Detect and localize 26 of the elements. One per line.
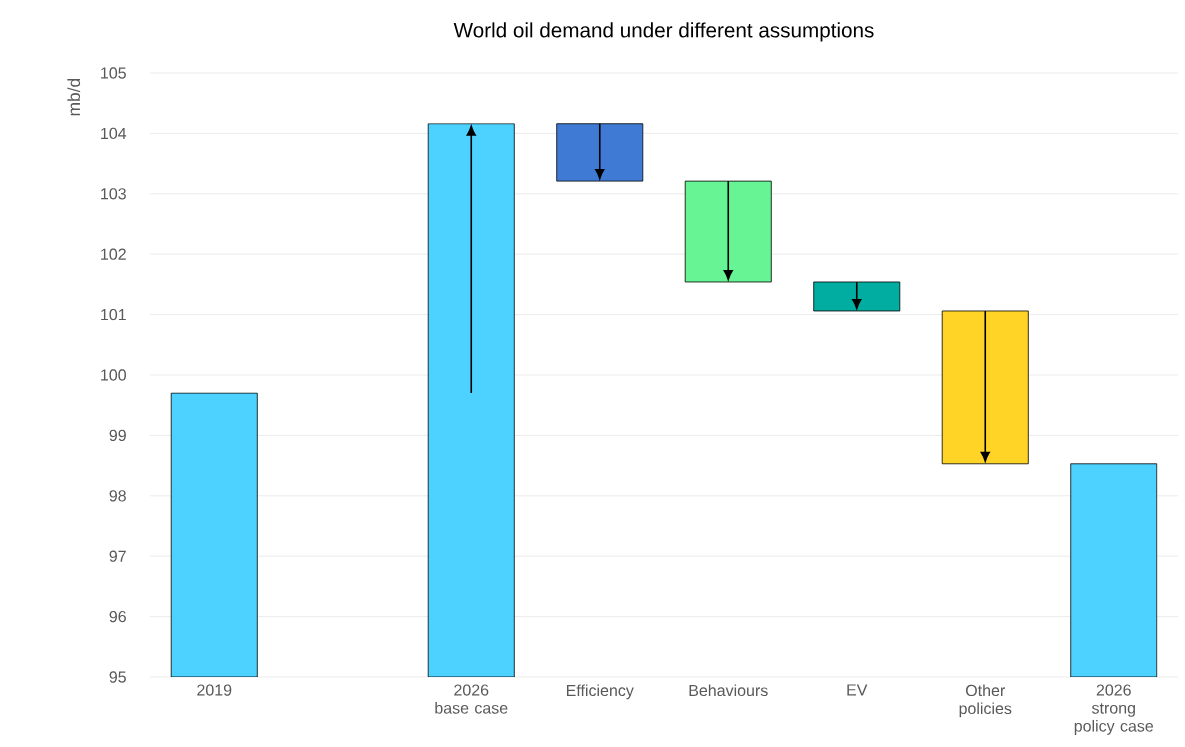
- bar: [813, 281, 901, 312]
- bar: [684, 180, 772, 283]
- bar: [170, 392, 258, 677]
- y-tick-label: 97: [109, 550, 126, 562]
- y-tick-label: 101: [101, 308, 126, 321]
- x-tick-label: Efficiency: [566, 684, 634, 700]
- x-tick-label: Other policies: [959, 684, 1012, 718]
- y-tick-label: 103: [101, 188, 126, 200]
- y-axis-title: mb/d: [67, 78, 81, 116]
- x-tick-label: 2026 base case: [435, 684, 508, 714]
- x-tick-label: 2026 strong policy case: [1074, 684, 1154, 735]
- y-tick-label: 104: [101, 127, 127, 140]
- x-tick-label: EV: [847, 684, 868, 696]
- x-tick-label: Behaviours: [689, 684, 768, 697]
- y-tick-label: 98: [109, 490, 126, 502]
- y-tick-label: 105: [101, 67, 126, 79]
- x-tick-label: 2019: [197, 684, 232, 696]
- bar: [941, 310, 1029, 465]
- chart-title: World oil demand under different assumptions: [453, 22, 874, 42]
- bar: [556, 123, 644, 182]
- y-tick-label: 96: [109, 610, 126, 623]
- y-tick-label: 95: [109, 671, 126, 683]
- y-tick-label: 99: [109, 429, 126, 442]
- y-tick-label: 100: [101, 369, 126, 381]
- y-tick-label: 102: [101, 248, 126, 260]
- bar: [427, 123, 515, 677]
